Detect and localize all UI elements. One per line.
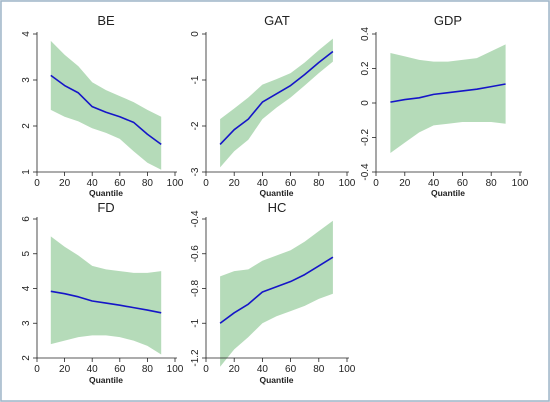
y-tick-label: 2 bbox=[21, 123, 32, 129]
panel-title: GDP bbox=[434, 13, 462, 28]
confidence-band bbox=[220, 38, 333, 168]
y-tick-label: 0.2 bbox=[360, 61, 371, 75]
estimate-line bbox=[219, 256, 334, 324]
y-tick-label: 1 bbox=[21, 169, 32, 175]
y-tick-label: -0.2 bbox=[360, 128, 371, 146]
x-tick-label: 0 bbox=[34, 178, 40, 189]
confidence-band bbox=[50, 236, 162, 355]
panel-title: BE bbox=[97, 13, 115, 28]
x-tick-label: 60 bbox=[114, 178, 126, 189]
panel-title: FD bbox=[97, 200, 114, 215]
y-tick-label: -0.6 bbox=[190, 245, 201, 263]
y-tick-label: 0 bbox=[190, 31, 201, 37]
x-axis-label: Quantile bbox=[259, 188, 293, 198]
x-tick-label: 40 bbox=[87, 364, 99, 375]
x-tick-label: 100 bbox=[339, 178, 356, 189]
y-tick-label: 0 bbox=[360, 100, 371, 106]
y-tick-label: 2 bbox=[21, 355, 32, 361]
x-tick-label: 100 bbox=[167, 178, 184, 189]
x-tick-label: 20 bbox=[229, 178, 241, 189]
x-tick-label: 100 bbox=[512, 178, 529, 189]
x-tick-label: 60 bbox=[114, 364, 126, 375]
x-tick-label: 40 bbox=[87, 178, 99, 189]
y-tick-label: 5 bbox=[21, 251, 32, 257]
confidence-band bbox=[50, 40, 162, 170]
x-tick-label: 100 bbox=[167, 364, 184, 375]
estimate-line bbox=[219, 50, 334, 145]
x-tick-label: 0 bbox=[203, 364, 209, 375]
x-tick-label: 20 bbox=[229, 364, 241, 375]
y-tick-label: 0.4 bbox=[360, 27, 371, 41]
x-tick-label: 40 bbox=[257, 178, 269, 189]
y-tick-label: 6 bbox=[21, 216, 32, 222]
y-tick-label: 4 bbox=[21, 31, 32, 37]
x-tick-label: 0 bbox=[34, 364, 40, 375]
y-tick-label: 4 bbox=[21, 285, 32, 291]
y-tick-label: 3 bbox=[21, 77, 32, 83]
x-tick-label: 60 bbox=[285, 364, 297, 375]
x-tick-label: 40 bbox=[257, 364, 269, 375]
x-tick-label: 100 bbox=[339, 364, 356, 375]
confidence-band bbox=[220, 220, 333, 367]
y-tick-label: -3 bbox=[190, 167, 201, 176]
x-axis-label: Quantile bbox=[431, 188, 465, 198]
panel-gat: GAT 0 20 40 60 80 100 -3 -2 -1 0 Quantile bbox=[190, 13, 356, 198]
confidence-band bbox=[390, 44, 506, 154]
x-tick-label: 80 bbox=[142, 364, 154, 375]
panel-fd: FD 0 20 40 60 80 100 2 3 4 5 6 Quantile bbox=[21, 200, 184, 385]
x-tick-label: 80 bbox=[313, 178, 325, 189]
x-tick-label: 80 bbox=[486, 178, 498, 189]
panel-title: GAT bbox=[264, 13, 290, 28]
y-tick-label: -0.8 bbox=[190, 279, 201, 297]
panel-title: HC bbox=[268, 200, 287, 215]
x-axis-label: Quantile bbox=[89, 375, 123, 385]
x-tick-label: 20 bbox=[399, 178, 411, 189]
panel-gdp: GDP 0 20 40 60 80 100 -0.4 -0.2 0 0.2 0.4 Quantile bbox=[360, 13, 529, 198]
x-tick-label: 60 bbox=[457, 178, 469, 189]
x-tick-label: 40 bbox=[428, 178, 440, 189]
estimate-line bbox=[390, 83, 506, 103]
y-tick-label: -1.2 bbox=[190, 349, 201, 367]
x-tick-label: 60 bbox=[285, 178, 297, 189]
y-tick-label: -2 bbox=[190, 121, 201, 130]
x-tick-label: 0 bbox=[203, 178, 209, 189]
y-tick-label: -1 bbox=[190, 318, 201, 327]
x-tick-label: 0 bbox=[373, 178, 379, 189]
y-tick-label: -0.4 bbox=[190, 210, 201, 228]
y-tick-label: 3 bbox=[21, 320, 32, 326]
x-tick-label: 20 bbox=[59, 178, 71, 189]
x-tick-label: 80 bbox=[142, 178, 154, 189]
y-tick-label: -1 bbox=[190, 75, 201, 84]
panel-be: BE 0 20 40 60 80 100 1 2 3 4 Quantile bbox=[21, 13, 184, 198]
x-tick-label: 20 bbox=[59, 364, 71, 375]
estimate-line bbox=[50, 290, 162, 314]
panel-hc: HC 0 20 40 60 80 100 -1.2 -1 -0.8 -0.6 -0.4 Quantile bbox=[190, 200, 356, 385]
y-tick-label: -0.4 bbox=[360, 163, 371, 181]
x-axis-label: Quantile bbox=[89, 188, 123, 198]
estimate-line bbox=[50, 74, 162, 146]
x-tick-label: 80 bbox=[313, 364, 325, 375]
x-axis-label: Quantile bbox=[259, 375, 293, 385]
